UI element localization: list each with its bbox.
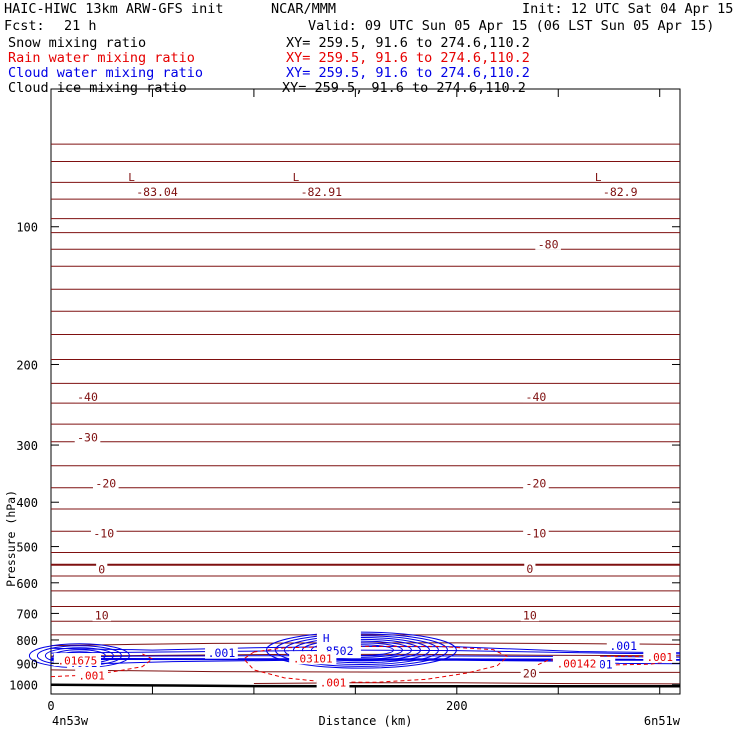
rain-water-label-bg [75, 668, 108, 682]
rain-water-label: .001 [78, 670, 105, 683]
temperature-label-bg [96, 562, 108, 576]
rain-water-label-bg [289, 651, 337, 665]
temperature-label-bg [74, 429, 101, 443]
x-tick-label: 200 [446, 699, 468, 713]
low-value: -82.91 [301, 185, 343, 199]
field-rain-xy: XY= 259.5, 91.6 to 274.6,110.2 [286, 50, 530, 66]
field-rain-name: Rain water mixing ratio [8, 50, 195, 66]
rain-water-contour [50, 653, 154, 678]
y-tick-label: 300 [16, 439, 38, 453]
temperature-label: -40 [77, 390, 98, 404]
left-endpoint-label: 4n53w [52, 714, 89, 728]
temperature-label: -40 [526, 390, 547, 404]
cloud-water-contour [274, 633, 448, 667]
rain-water-label: .001 [320, 676, 347, 689]
cloud-water-contour [50, 645, 681, 654]
low-value: -83.04 [136, 185, 178, 199]
temperature-label-bg [520, 608, 540, 622]
field-snow-name: Snow mixing ratio [8, 35, 147, 51]
y-tick-label: 1000 [9, 678, 38, 692]
y-tick-label: 500 [16, 541, 38, 555]
temperature-label: 10 [95, 609, 109, 623]
temperature-label-bg [92, 475, 119, 489]
temperature-label-bg [523, 525, 549, 539]
temperature-label-bg [90, 525, 117, 539]
surface-pressure-line [50, 683, 680, 688]
plot-frame [50, 88, 681, 695]
temperature-label: -10 [526, 526, 547, 540]
rain-water-label-bg [552, 655, 601, 669]
x-axis-title: Distance (km) [319, 714, 413, 728]
cloud-water-contour [265, 631, 457, 669]
y-tick-label: 600 [16, 577, 38, 591]
init-time: Init: 12 UTC Sat 04 Apr 15 [522, 1, 734, 17]
rain-water-label-bg [316, 674, 350, 688]
cloud-water-contour [292, 637, 430, 664]
temperature-label: -30 [77, 430, 98, 444]
org-label: NCAR/MMM [271, 1, 337, 17]
right-endpoint-label: 6n51w [644, 714, 681, 728]
temperature-contour [50, 642, 681, 647]
temperature-label: 10 [523, 609, 537, 623]
cloud-water-contour [50, 655, 681, 658]
cloud-water-max-symbol: H [323, 632, 330, 645]
temperature-label: 0 [98, 563, 105, 577]
temperature-label: -20 [526, 476, 547, 490]
temperature-label: 20 [523, 667, 537, 681]
field-snow-xy: XY= 259.5, 91.6 to 274.6,110.2 [286, 35, 530, 51]
rain-water-label: .03101 [293, 653, 333, 666]
forecast-hour: 21 h [64, 18, 97, 34]
temperature-label: -20 [95, 476, 116, 490]
temperature-label: -80 [538, 237, 559, 251]
cloud-water-label-bg [606, 638, 640, 652]
temperature-label-bg [74, 389, 101, 403]
y-tick-label: 700 [16, 607, 38, 621]
temperature-label-bg [520, 666, 540, 680]
y-axis-title: Pressure (hPa) [4, 490, 18, 587]
temperature-label: 0 [526, 562, 533, 576]
temperature-label-bg [92, 608, 111, 622]
temperature-label-bg [524, 561, 536, 575]
rain-water-label: .01675 [58, 655, 98, 668]
cloud-water-label: .001 [208, 646, 236, 660]
x-tick-label: 0 [47, 699, 54, 713]
low-symbol: L [595, 171, 602, 184]
low-value: -82.9 [603, 185, 638, 199]
cloud-water-label: .001 [609, 639, 637, 653]
field-cloud-water-name: Cloud water mixing ratio [8, 65, 204, 81]
cloud-water-contour [283, 635, 439, 666]
temperature-label-bg [523, 389, 549, 403]
rain-water-label: .00142 [557, 657, 597, 670]
temperature-contour [50, 669, 680, 673]
temperature-label: -10 [93, 526, 114, 540]
chart-title: HAIC-HIWC 13km ARW-GFS init [4, 1, 224, 17]
field-cloud-water-xy: XY= 259.5, 91.6 to 274.6,110.2 [286, 65, 530, 81]
y-tick-label: 800 [16, 634, 38, 648]
low-symbol: L [293, 171, 300, 184]
valid-time: Valid: 09 UTC Sun 05 Apr 15 (06 LST Sun … [308, 18, 715, 34]
field-cloud-ice-xy: XY= 259.5, 91.6 to 274.6,110.2 [282, 80, 526, 96]
field-cloud-ice-name: Cloud ice mixing ratio [8, 80, 187, 96]
rain-water-label-bg [643, 649, 677, 663]
cloud-water-contour [301, 638, 421, 662]
y-tick-label: 100 [16, 221, 38, 235]
y-tick-label: 400 [16, 496, 38, 510]
rain-water-label-bg [53, 653, 101, 667]
temperature-label-bg [523, 475, 549, 489]
rain-water-contour [242, 645, 509, 683]
rain-water-label: .001 [646, 651, 673, 664]
forecast-label: Fcst: [4, 18, 45, 34]
y-tick-label: 200 [16, 358, 38, 372]
low-symbol: L [128, 171, 135, 184]
temperature-label-bg [535, 236, 561, 250]
cloud-water-label-bg [205, 645, 238, 659]
y-tick-label: 900 [16, 657, 38, 671]
